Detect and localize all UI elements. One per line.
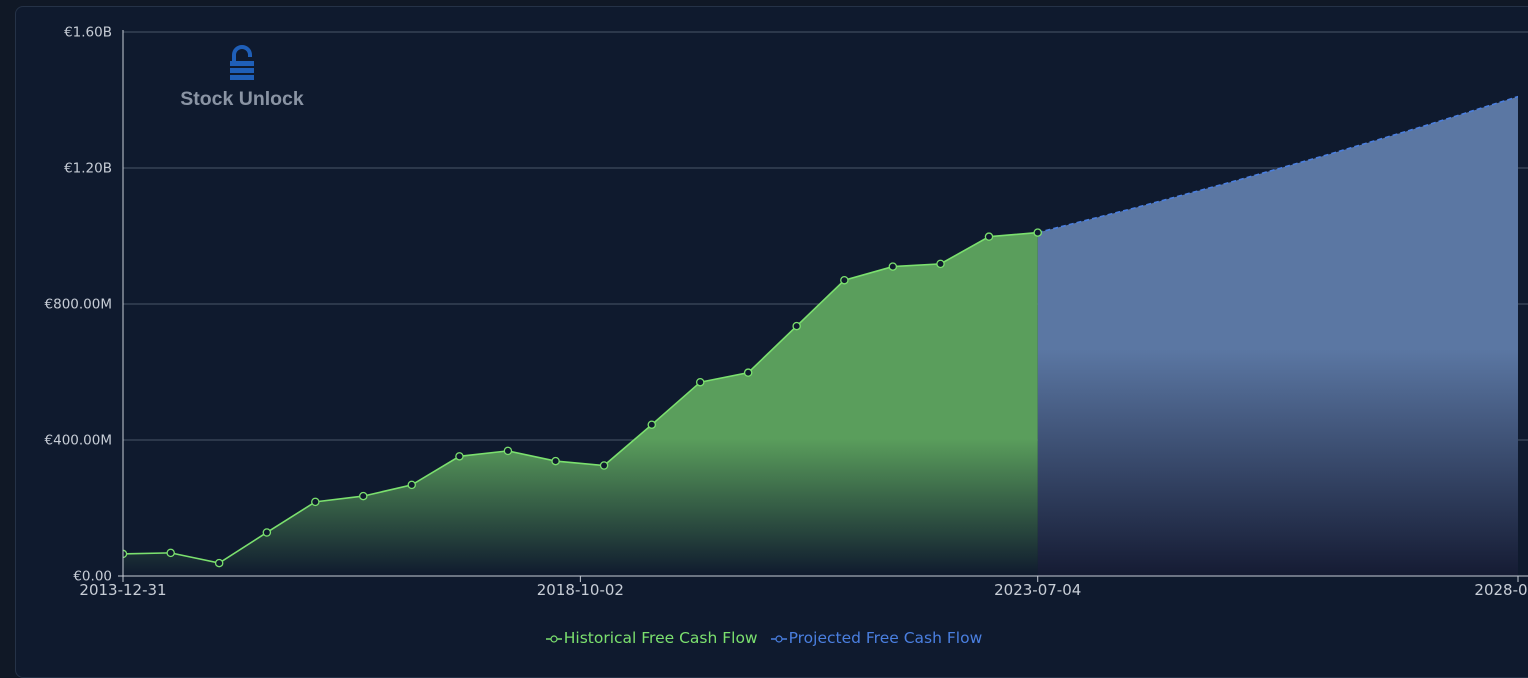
historical-point [503, 446, 513, 456]
historical-point [166, 548, 175, 558]
historical-point [214, 558, 224, 568]
y-tick-label: €400.00M [45, 433, 112, 449]
historical-area [123, 232, 1038, 576]
historical-point [743, 368, 753, 377]
historical-point [359, 491, 368, 501]
lock-icon [230, 45, 254, 80]
plot-area [123, 95, 1518, 576]
legend-item-historical[interactable]: Historical Free Cash Flow [545, 629, 758, 647]
watermark-title: Stock Unlock [180, 88, 304, 110]
fcf-chart: €0.00 €400.00M €800.00M €1.20B €1.60B 2013-12… [45, 25, 1528, 599]
line-marker-icon [770, 634, 787, 643]
y-tick-label: €0.00 [73, 569, 112, 585]
historical-point [840, 275, 849, 285]
historical-point [647, 420, 657, 429]
projected-line [1037, 95, 1518, 234]
historical-point [407, 480, 416, 490]
legend-label-projected: Projected Free Cash Flow [788, 629, 983, 647]
x-tick-label: 2013-12-31 [79, 581, 166, 599]
projected-area [1037, 96, 1518, 576]
historical-point [599, 461, 609, 470]
historical-point [695, 377, 705, 387]
x-tick-label: 2018-10-02 [537, 581, 624, 599]
y-tick-label: €1.20B [64, 161, 112, 177]
historical-point [888, 262, 898, 271]
historical-point [455, 452, 464, 461]
x-tick-label: 2023-07-04 [994, 581, 1081, 599]
legend-item-projected[interactable]: Projected Free Cash Flow [770, 629, 983, 647]
line-marker-icon [545, 634, 562, 643]
legend-label-historical: Historical Free Cash Flow [563, 629, 758, 647]
historical-point [311, 497, 320, 507]
y-tick-label: €1.60B [64, 25, 112, 41]
chart-legend: Historical Free Cash Flow Projected Free… [0, 629, 1528, 647]
stock-unlock-watermark: Stock Unlock [178, 45, 306, 111]
historical-point [984, 232, 994, 241]
historical-point [262, 528, 272, 537]
y-tick-label: €800.00M [45, 297, 112, 313]
historical-line [123, 231, 1038, 564]
x-tick-label: 2028-06-30 [1474, 581, 1528, 599]
historical-point [792, 321, 801, 331]
historical-point [1033, 228, 1042, 237]
historical-point [551, 456, 560, 466]
historical-point [936, 259, 945, 269]
chart-card: €0.00 €400.00M €800.00M €1.20B €1.60B 2013-12… [15, 6, 1528, 678]
